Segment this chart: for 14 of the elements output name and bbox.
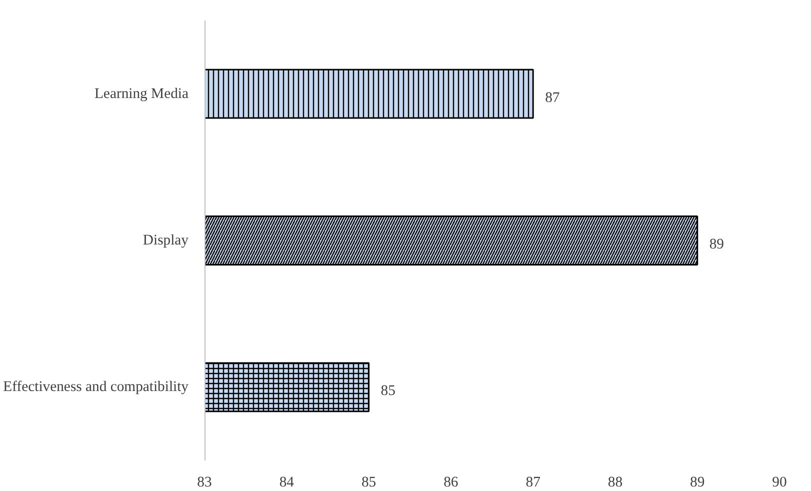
data-label: 89 bbox=[709, 236, 724, 252]
y-tick-label: Effectiveness and compatibility bbox=[3, 379, 190, 396]
x-tick-label: 89 bbox=[690, 474, 705, 490]
x-tick-label: 85 bbox=[361, 474, 376, 490]
y-tick-label: Display bbox=[142, 232, 190, 248]
y-tick-label: Learning Media bbox=[94, 86, 189, 102]
data-label: 85 bbox=[380, 383, 396, 400]
x-tick-label: 84 bbox=[279, 474, 295, 490]
x-tick-label: 88 bbox=[608, 474, 623, 490]
x-tick-label: 87 bbox=[526, 474, 540, 490]
x-tick-label: 90 bbox=[772, 474, 787, 490]
x-tick-label: 86 bbox=[444, 474, 458, 490]
data-label: 87 bbox=[545, 90, 560, 106]
x-tick-label: 83 bbox=[197, 474, 212, 490]
